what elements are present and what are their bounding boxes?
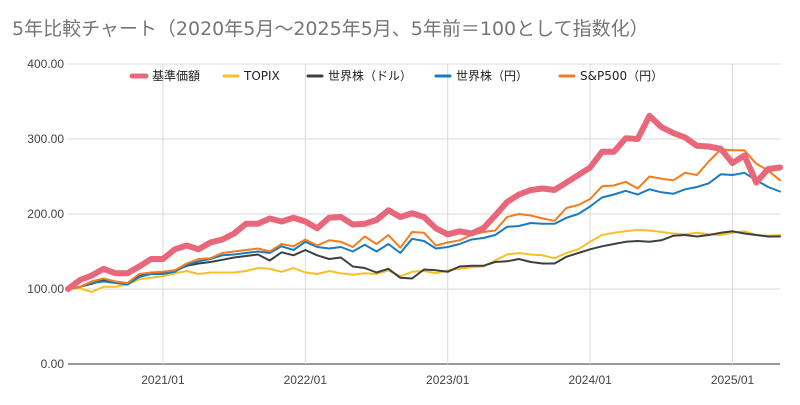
y-tick-label: 200.00 — [27, 207, 64, 221]
y-tick-label: 400.00 — [27, 57, 64, 71]
legend-label: 世界株（円） — [456, 68, 528, 83]
series-line-3 — [67, 171, 781, 290]
x-tick-label: 2023/01 — [426, 373, 470, 387]
legend: 基準価額 TOPIX 世界株（ドル） 世界株（円） S&P500（円） — [129, 68, 663, 83]
chart-title: 5年比較チャート（2020年5月～2025年5月、5年前＝100として指数化） — [12, 18, 649, 40]
x-tick-label: 2022/01 — [284, 373, 328, 387]
series-line-1 — [67, 228, 781, 293]
series-line-2 — [67, 230, 781, 290]
x-axis-ticks: 2021/01 2022/01 2023/01 2024/01 2025/01 — [141, 373, 754, 387]
x-tick-label: 2025/01 — [711, 373, 755, 387]
y-tick-label: 300.00 — [27, 132, 64, 146]
legend-label: 基準価額 — [152, 68, 200, 83]
y-tick-label: 0.00 — [41, 357, 65, 371]
x-tick-label: 2021/01 — [141, 373, 185, 387]
legend-label: TOPIX — [243, 69, 280, 83]
series-line-4 — [67, 148, 781, 290]
x-tick-label: 2024/01 — [568, 373, 612, 387]
y-axis-ticks: 0.00 100.00 200.00 300.00 400.00 — [27, 57, 64, 371]
series-line-0 — [65, 112, 783, 292]
series-lines — [65, 112, 783, 293]
legend-label: 世界株（ドル） — [328, 68, 412, 83]
y-tick-label: 100.00 — [27, 282, 64, 296]
legend-label: S&P500（円） — [580, 69, 663, 83]
